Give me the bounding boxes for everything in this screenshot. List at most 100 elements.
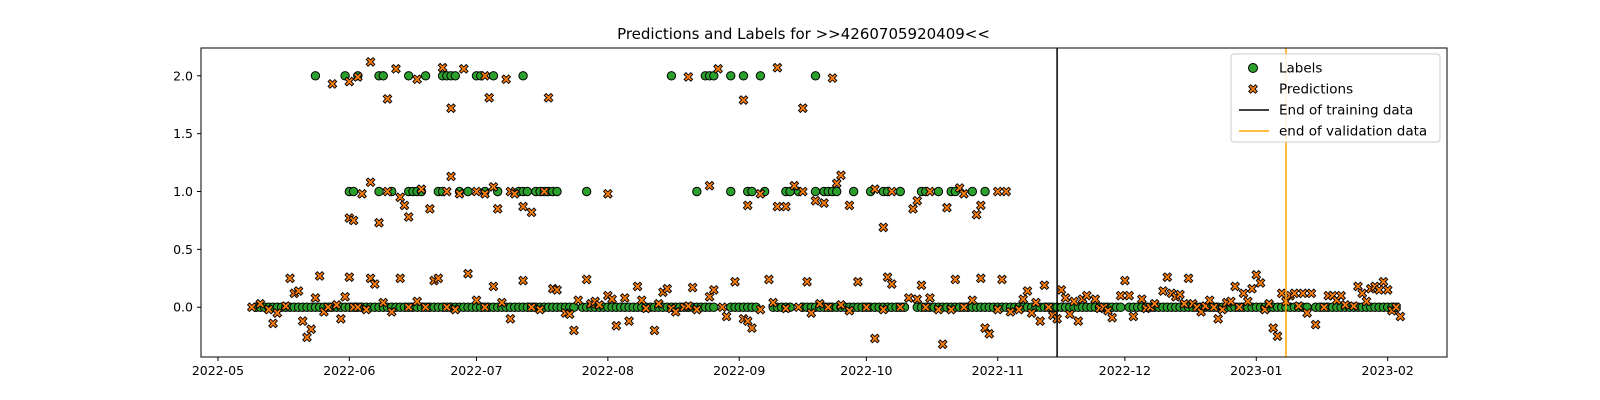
prediction-point [704,180,715,191]
prediction-point [526,207,537,218]
prediction-point [323,302,334,313]
prediction-point [971,209,982,220]
prediction-point [535,304,545,315]
label-point [450,71,460,81]
prediction-point [810,195,821,206]
prediction-point [424,203,435,214]
x-tick-label: 2022-11 [972,363,1024,378]
prediction-point [1060,293,1071,303]
prediction-point [1268,323,1279,334]
legend-frame [1230,53,1441,143]
prediction-point [1119,275,1130,286]
prediction-point [395,192,406,203]
prediction-point [441,186,452,197]
prediction-point [352,71,363,82]
prediction-point [772,201,783,212]
prediction-point [1030,297,1041,308]
prediction-point [992,304,1003,315]
prediction-point [831,178,842,189]
prediction-point [1022,286,1033,296]
prediction-point [412,296,423,307]
prediction-point [772,62,783,73]
prediction-point [721,311,732,322]
prediction-point [1162,272,1173,283]
prediction-point [1357,288,1368,299]
prediction-point [369,279,380,290]
prediction-point [1081,290,1092,301]
prediction-point [793,302,804,313]
prediction-point [361,304,372,315]
label-point [967,186,978,197]
prediction-point [420,302,431,313]
prediction-point [882,272,893,283]
prediction-point [1319,302,1330,313]
y-tick-label: 0.5 [173,242,193,257]
prediction-point [925,293,935,303]
prediction-point [518,201,529,212]
label-point [420,71,431,81]
x-tick-label: 2022-10 [840,363,892,378]
prediction-point [526,302,537,313]
legend-validation-text: end of validation data [1279,124,1427,140]
prediction-point [280,301,291,312]
prediction-point [937,339,948,350]
prediction-point [852,276,863,287]
prediction-point [653,298,664,309]
label-point [755,71,766,81]
prediction-point [543,92,554,103]
prediction-point [484,92,495,103]
prediction-point [310,293,321,303]
label-point [378,71,388,81]
prediction-point [471,186,482,197]
prediction-point [763,274,774,285]
label-point [310,71,321,81]
prediction-point [501,74,512,85]
label-point [709,71,719,81]
prediction-point [886,186,897,197]
prediction-point [1234,302,1245,313]
prediction-point [730,276,740,287]
x-tick-label: 2022-08 [582,363,634,378]
prediction-point [471,295,482,306]
prediction-point [1039,280,1050,291]
legend: Labels Predictions End of training data … [1230,53,1441,143]
prediction-point [581,274,592,285]
prediction-point [395,273,406,284]
prediction-point [480,188,490,199]
prediction-point [611,320,622,331]
prediction-point [1115,290,1126,301]
prediction-point [573,295,584,306]
prediction-point [1124,290,1135,301]
prediction-point [569,325,579,336]
label-point [933,186,944,197]
y-tick-label: 1.5 [173,126,193,141]
prediction-point [632,281,643,292]
prediction-point [687,282,698,293]
prediction-point [1018,294,1029,305]
label-point [810,186,821,197]
prediction-point [903,293,914,303]
prediction-point [268,318,278,329]
prediction-point [382,93,393,104]
prediction-point [946,304,957,315]
label-point [552,186,562,197]
x-tick-label: 2022-09 [713,363,765,378]
plot-area-frame [200,47,1448,358]
prediction-point [755,188,766,199]
label-point [666,71,677,81]
prediction-point [1149,298,1160,309]
prediction-point [1361,296,1372,307]
prediction-point [836,299,846,310]
prediction-point [717,302,728,313]
prediction-point [1272,331,1283,342]
prediction-point [768,297,779,308]
label-point [832,186,842,197]
prediction-point [1382,284,1393,295]
prediction-point [1035,316,1046,327]
prediction-point [509,188,520,199]
label-point [403,71,414,81]
prediction-point [683,301,694,312]
prediction-point [1183,273,1194,284]
prediction-point [1230,281,1241,292]
prediction-point [1306,288,1317,299]
